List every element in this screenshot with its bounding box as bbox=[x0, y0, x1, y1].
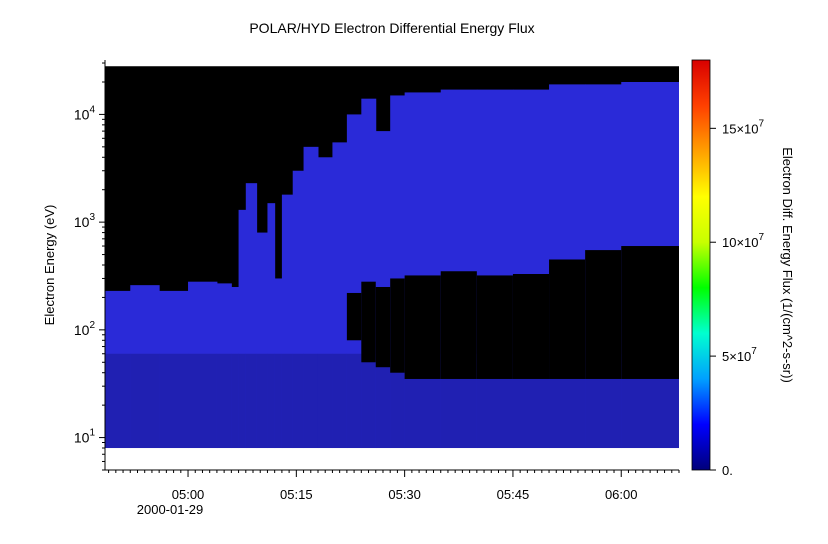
flux-gap bbox=[375, 286, 391, 368]
chart-title: POLAR/HYD Electron Differential Energy F… bbox=[249, 20, 534, 36]
flux-column bbox=[105, 290, 131, 449]
colorbar-tick-label: 15×107 bbox=[722, 118, 765, 136]
flux-column bbox=[375, 131, 391, 449]
flux-column bbox=[292, 170, 305, 449]
flux-column bbox=[440, 89, 478, 449]
flux-gap bbox=[679, 242, 680, 379]
flux-gap bbox=[621, 246, 679, 379]
flux-column bbox=[390, 95, 406, 449]
flux-column bbox=[238, 209, 247, 449]
flux-column bbox=[332, 142, 348, 449]
flux-column bbox=[267, 203, 276, 449]
flux-column bbox=[621, 81, 679, 449]
flux-column bbox=[159, 290, 189, 449]
colorbar-ticks: 0. 5×107 10×107 15×107 bbox=[710, 118, 765, 478]
x-tick-label: 06:00 bbox=[605, 487, 638, 502]
flux-column bbox=[231, 286, 240, 449]
flux-column bbox=[585, 84, 622, 449]
colorbar-fill bbox=[691, 59, 711, 471]
y-tick-label: 103 bbox=[74, 212, 96, 230]
flux-gap bbox=[549, 259, 586, 379]
flux-gap bbox=[346, 292, 362, 341]
flux-column bbox=[512, 89, 550, 449]
flux-column bbox=[549, 84, 586, 449]
flux-column bbox=[256, 232, 268, 449]
x-tick-label: 05:30 bbox=[388, 487, 421, 502]
colorbar: 0. 5×107 10×107 15×107 Electron Diff. Energ… bbox=[691, 59, 795, 478]
y-axis-label: Electron Energy (eV) bbox=[42, 205, 57, 326]
flux-column bbox=[361, 98, 377, 449]
flux-column bbox=[281, 194, 294, 449]
flux-gap bbox=[476, 275, 514, 379]
flux-gap bbox=[440, 271, 478, 379]
flux-column bbox=[317, 157, 333, 449]
flux-gap bbox=[404, 275, 442, 379]
flux-column bbox=[679, 82, 680, 448]
colorbar-tick-label: 10×107 bbox=[722, 232, 765, 250]
flux-column bbox=[188, 281, 218, 449]
colorbar-tick-label: 5×107 bbox=[722, 346, 757, 364]
flux-column bbox=[476, 89, 514, 449]
flux-gap bbox=[361, 281, 377, 363]
flux-gap bbox=[512, 273, 550, 379]
flux-column bbox=[404, 92, 442, 449]
plot-area: 101 102 103 104 05:00 05:15 05:30 05:45 06:00 bbox=[74, 60, 680, 502]
flux-column bbox=[130, 285, 160, 449]
flux-gap bbox=[390, 278, 406, 373]
y-axis: 101 102 103 104 bbox=[74, 60, 106, 471]
spectrogram-layer bbox=[105, 66, 680, 449]
flux-column bbox=[216, 283, 232, 449]
x-tick-label: 05:45 bbox=[497, 487, 530, 502]
flux-column bbox=[346, 114, 362, 449]
x-tick-label: 05:00 bbox=[172, 487, 205, 502]
y-tick-label: 104 bbox=[74, 104, 96, 122]
x-axis: 05:00 05:15 05:30 05:45 06:00 bbox=[105, 469, 680, 502]
colorbar-label: Electron Diff. Energy Flux (1/(cm^2-s-sr… bbox=[780, 147, 795, 383]
flux-gap bbox=[585, 250, 622, 379]
x-date-label: 2000-01-29 bbox=[137, 502, 204, 517]
flux-column bbox=[274, 278, 283, 449]
colorbar-tick-label: 0. bbox=[722, 463, 733, 478]
x-tick-label: 05:15 bbox=[280, 487, 313, 502]
flux-column bbox=[245, 183, 258, 449]
y-tick-label: 101 bbox=[74, 428, 96, 446]
flux-column bbox=[303, 146, 319, 449]
y-tick-label: 102 bbox=[74, 320, 96, 338]
